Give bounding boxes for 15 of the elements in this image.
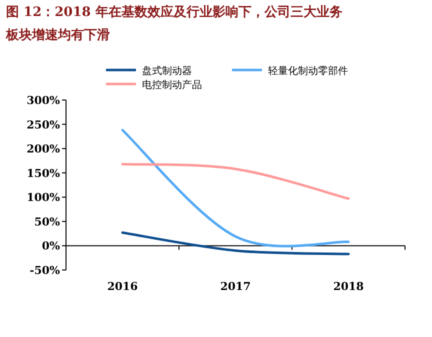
y-tick-label: 150% — [26, 166, 61, 180]
legend-label: 盘式制动器 — [142, 65, 192, 77]
y-tick-label: 0% — [42, 240, 61, 253]
legend-label: 轻量化制动零部件 — [268, 65, 348, 77]
y-tick-label: 250% — [26, 118, 61, 132]
y-tick-label: 50% — [34, 215, 61, 228]
y-tick-label: 200% — [26, 142, 61, 156]
legend-label: 电控制动产品 — [142, 79, 202, 91]
x-tick-label: 2017 — [220, 280, 251, 293]
chart-title: 图 12：2018 年在基数效应及行业影响下，公司三大业务板块增速均有下滑 — [5, 4, 342, 43]
y-tick-label: 300% — [26, 94, 61, 107]
y-tick-label: 100% — [26, 191, 61, 204]
x-tick-label: 2016 — [107, 280, 138, 293]
x-tick-label: 2018 — [333, 280, 364, 293]
y-tick-label: -50% — [30, 264, 61, 277]
